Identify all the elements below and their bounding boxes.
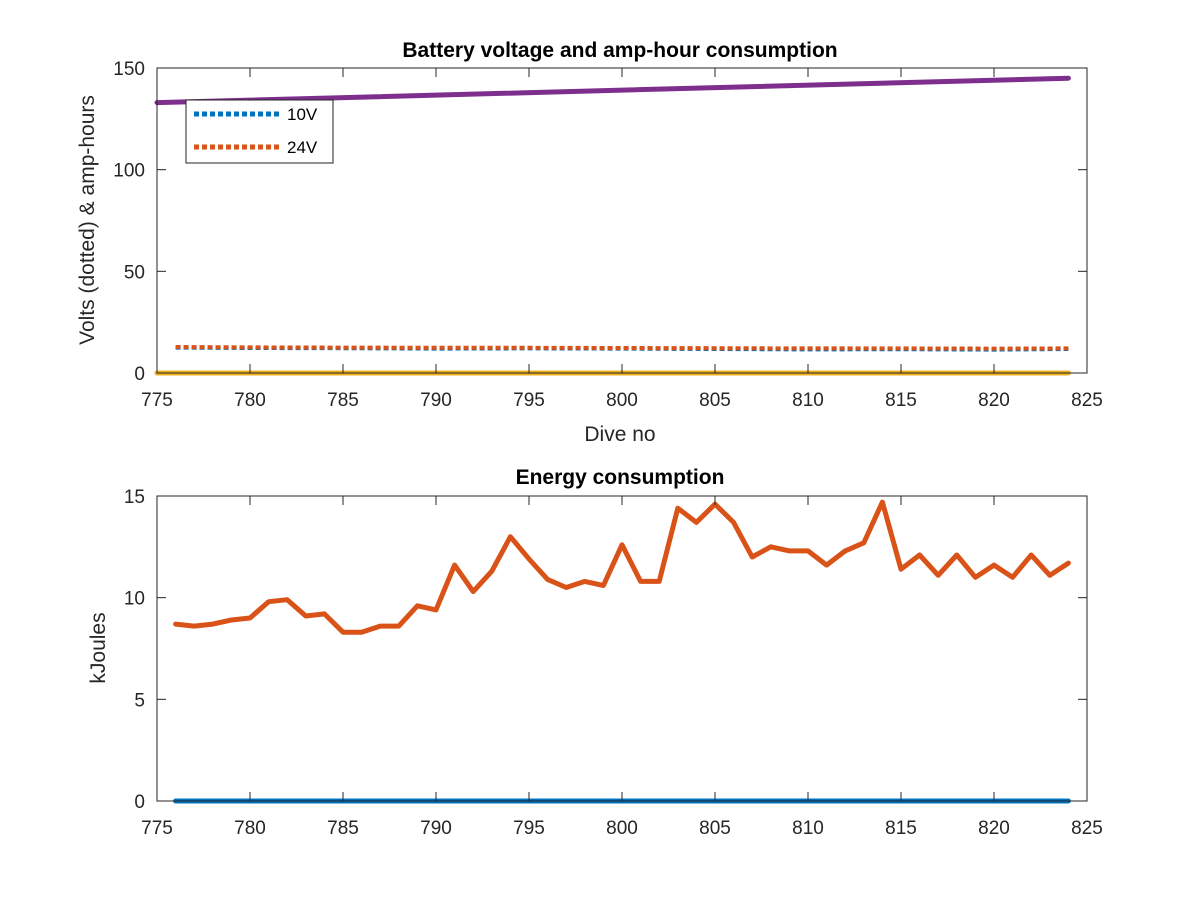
energy-y-tick-label-0: 0 [134,792,145,813]
energy-x-tick-label-815: 815 [885,818,917,839]
energy-chart-title: Energy consumption [516,466,725,489]
energy-x-tick-label-820: 820 [978,818,1010,839]
voltage-series-2-line [154,75,1071,106]
energy-x-tick-label-785: 785 [327,818,359,839]
voltage-y-axis-label: Volts (dotted) & amp-hours [76,95,99,345]
legend-box [185,99,334,164]
energy-y-tick-label-10: 10 [124,589,145,610]
voltage-x-tick-label-820: 820 [978,390,1010,411]
voltage-chart-title: Battery voltage and amp-hour consumption [402,39,837,62]
voltage-y-tick-label-150: 150 [113,59,145,80]
energy-x-tick-label-810: 810 [792,818,824,839]
energy-y-tick-label-5: 5 [134,690,145,711]
voltage-x-tick-label-785: 785 [327,390,359,411]
energy-x-tick-label-805: 805 [699,818,731,839]
energy-axes: Energy consumption 775 780 785 790 795 800 805… [87,466,1103,839]
voltage-x-tick-label-780: 780 [234,390,266,411]
voltage-y-tick-label-100: 100 [113,161,145,182]
voltage-x-tick-label-825: 825 [1071,390,1103,411]
voltage-ticks-group: 775 780 785 790 795 800 805 810 815 820 825 0 50 100 1… [113,59,1103,411]
energy-x-tick-label-825: 825 [1071,818,1103,839]
voltage-x-axis-label: Dive no [584,423,655,446]
energy-x-tick-label-775: 775 [141,818,173,839]
voltage-x-tick-label-790: 790 [420,390,452,411]
energy-series-0-line [173,499,1071,635]
energy-x-tick-label-780: 780 [234,818,266,839]
voltage-legend: 10V 24V [185,99,334,164]
voltage-x-tick-label-805: 805 [699,390,731,411]
voltage-series-1-line [175,345,1069,351]
energy-ticks-group: 775 780 785 790 795 800 805 810 815 820 825 0 5 10 15 [124,487,1103,839]
voltage-x-tick-label-775: 775 [141,390,173,411]
legend-label-10v: 10V [287,105,318,124]
voltage-y-tick-label-50: 50 [124,262,145,283]
energy-y-axis-label: kJoules [87,612,110,683]
voltage-x-tick-label-815: 815 [885,390,917,411]
voltage-axes: Battery voltage and amp-hour consumption… [76,39,1103,446]
energy-y-tick-label-15: 15 [124,487,145,508]
energy-x-tick-label-795: 795 [513,818,545,839]
voltage-y-tick-label-0: 0 [134,364,145,385]
energy-x-tick-label-800: 800 [606,818,638,839]
energy-x-tick-label-790: 790 [420,818,452,839]
voltage-x-tick-label-795: 795 [513,390,545,411]
voltage-x-tick-label-810: 810 [792,390,824,411]
voltage-x-tick-label-800: 800 [606,390,638,411]
legend-label-24v: 24V [287,138,318,157]
